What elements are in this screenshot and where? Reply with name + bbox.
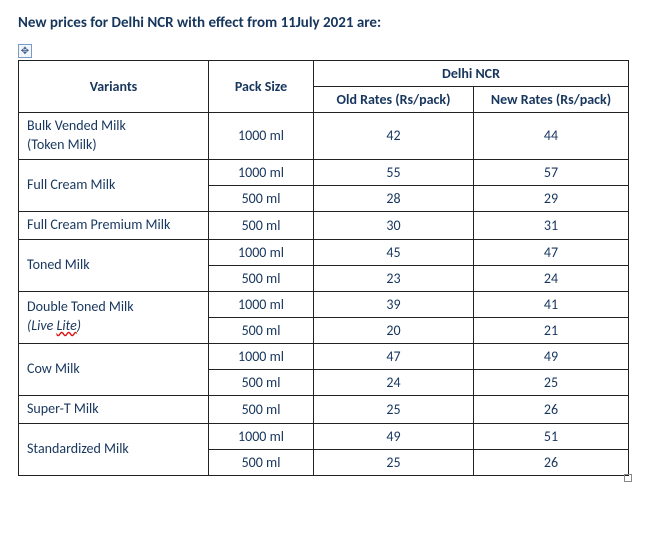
- page-title: New prices for Delhi NCR with effect fro…: [18, 14, 632, 32]
- variant-cell: Bulk Vended Milk (Token Milk): [19, 113, 209, 160]
- new-rate-cell: 26: [474, 395, 629, 423]
- table-resize-handle-icon[interactable]: [624, 474, 632, 482]
- variant-cell: Double Toned Milk (Live Lite): [19, 291, 209, 343]
- new-rate-cell: 51: [474, 423, 629, 449]
- old-rate-cell: 45: [314, 239, 474, 265]
- table-row: Super-T Milk 500 ml 25 26: [19, 395, 629, 423]
- old-rate-cell: 55: [314, 159, 474, 185]
- variant-line: Bulk Vended Milk: [27, 117, 200, 136]
- pack-cell: 500 ml: [209, 211, 314, 239]
- table-row: Double Toned Milk (Live Lite) 1000 ml 39…: [19, 291, 629, 317]
- table-row: Toned Milk 1000 ml 45 47: [19, 239, 629, 265]
- pack-cell: 500 ml: [209, 369, 314, 395]
- variant-cell: Standardized Milk: [19, 423, 209, 475]
- variant-cell: Cow Milk: [19, 343, 209, 395]
- old-rate-cell: 25: [314, 395, 474, 423]
- old-rate-cell: 24: [314, 369, 474, 395]
- pack-cell: 500 ml: [209, 265, 314, 291]
- variant-line: Double Toned Milk: [27, 298, 200, 317]
- pack-cell: 1000 ml: [209, 343, 314, 369]
- table-row: Full Cream Milk 1000 ml 55 57: [19, 159, 629, 185]
- table-anchor-icon[interactable]: ✥: [18, 44, 32, 58]
- old-rate-cell: 28: [314, 185, 474, 211]
- spellcheck-underline: Lite: [56, 317, 76, 334]
- new-rate-cell: 25: [474, 369, 629, 395]
- old-rate-cell: 25: [314, 449, 474, 475]
- new-rate-cell: 47: [474, 239, 629, 265]
- pack-cell: 500 ml: [209, 395, 314, 423]
- table-row: Bulk Vended Milk (Token Milk) 1000 ml 42…: [19, 113, 629, 160]
- pack-cell: 1000 ml: [209, 113, 314, 160]
- new-rate-cell: 57: [474, 159, 629, 185]
- pack-cell: 500 ml: [209, 185, 314, 211]
- variant-cell: Toned Milk: [19, 239, 209, 291]
- th-new-rates: New Rates (Rs/pack): [474, 87, 629, 113]
- new-rate-cell: 24: [474, 265, 629, 291]
- table-row: Cow Milk 1000 ml 47 49: [19, 343, 629, 369]
- old-rate-cell: 23: [314, 265, 474, 291]
- th-old-rates: Old Rates (Rs/pack): [314, 87, 474, 113]
- old-rate-cell: 39: [314, 291, 474, 317]
- variant-cell: Full Cream Milk: [19, 159, 209, 211]
- new-rate-cell: 29: [474, 185, 629, 211]
- old-rate-cell: 42: [314, 113, 474, 160]
- variant-line: (Live Lite): [27, 317, 200, 336]
- pack-cell: 500 ml: [209, 449, 314, 475]
- pack-cell: 1000 ml: [209, 291, 314, 317]
- th-region: Delhi NCR: [314, 61, 629, 87]
- old-rate-cell: 47: [314, 343, 474, 369]
- old-rate-cell: 49: [314, 423, 474, 449]
- new-rate-cell: 31: [474, 211, 629, 239]
- new-rate-cell: 21: [474, 317, 629, 343]
- new-rate-cell: 49: [474, 343, 629, 369]
- table-row: Standardized Milk 1000 ml 49 51: [19, 423, 629, 449]
- pack-cell: 500 ml: [209, 317, 314, 343]
- variant-cell: Full Cream Premium Milk: [19, 211, 209, 239]
- variant-cell: Super-T Milk: [19, 395, 209, 423]
- variant-line: (Token Milk): [27, 136, 200, 155]
- th-variants: Variants: [19, 61, 209, 113]
- th-pack-size: Pack Size: [209, 61, 314, 113]
- old-rate-cell: 30: [314, 211, 474, 239]
- old-rate-cell: 20: [314, 317, 474, 343]
- new-rate-cell: 41: [474, 291, 629, 317]
- new-rate-cell: 44: [474, 113, 629, 160]
- new-rate-cell: 26: [474, 449, 629, 475]
- pack-cell: 1000 ml: [209, 239, 314, 265]
- pack-cell: 1000 ml: [209, 423, 314, 449]
- price-table: Variants Pack Size Delhi NCR Old Rates (…: [18, 60, 629, 476]
- pack-cell: 1000 ml: [209, 159, 314, 185]
- table-row: Full Cream Premium Milk 500 ml 30 31: [19, 211, 629, 239]
